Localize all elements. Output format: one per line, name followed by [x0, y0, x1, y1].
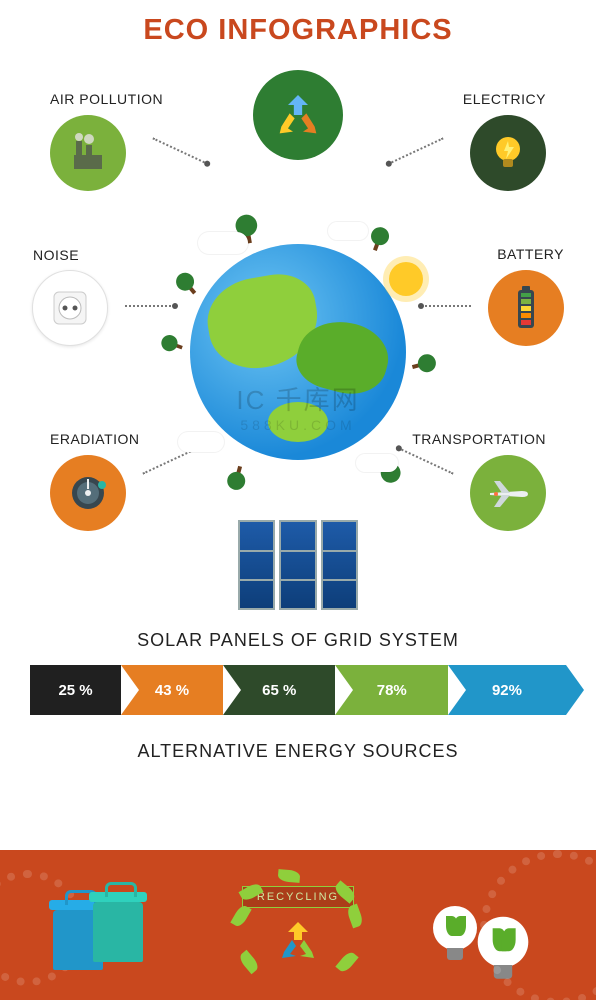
- plane-icon: [484, 473, 532, 513]
- badge-label: ELECTRICY: [463, 91, 546, 107]
- badge-label: BATTERY: [497, 246, 564, 262]
- badge-battery: BATTERY: [488, 270, 564, 346]
- footer-band: RECYCLING: [0, 850, 596, 1000]
- sun-icon: [389, 262, 423, 296]
- arrow-chart: 25 %43 %65 %78%92%: [30, 665, 566, 715]
- connector: [152, 137, 207, 164]
- alt-sources-label: ALTERNATIVE ENERGY SOURCES: [0, 741, 596, 762]
- recycling-wreath: RECYCLING: [228, 870, 368, 980]
- badge-noise: NOISE: [32, 270, 108, 346]
- arrow-segment: 78%: [335, 665, 448, 715]
- recycle-icon: [273, 90, 323, 140]
- badge-air-pollution: AIR POLLUTION: [50, 115, 126, 191]
- arrow-segment: 43 %: [121, 665, 223, 715]
- eco-bulbs-icon: [433, 880, 543, 970]
- factory-icon: [66, 131, 110, 175]
- badge-label: TRANSPORTATION: [412, 431, 546, 447]
- connector: [388, 137, 443, 164]
- globe: [168, 222, 428, 482]
- bulb-icon: [488, 133, 528, 173]
- solar-section-label: SOLAR PANELS OF GRID SYSTEM: [0, 630, 596, 651]
- meter-icon: [66, 471, 110, 515]
- socket-icon: [48, 286, 92, 330]
- arrow-segment: 25 %: [30, 665, 121, 715]
- page-title: ECO INFOGRAPHICS: [143, 14, 452, 47]
- connector: [421, 305, 471, 307]
- badge-eradiation: ERADIATION: [50, 455, 126, 531]
- battery-icon: [506, 284, 546, 332]
- badge-electricity: ELECTRICY: [470, 115, 546, 191]
- recycle-arrows-icon: [276, 918, 320, 962]
- badge-label: NOISE: [33, 247, 79, 263]
- badge-label: ERADIATION: [50, 431, 140, 447]
- badge-transportation: TRANSPORTATION: [470, 455, 546, 531]
- badge-label: AIR POLLUTION: [50, 91, 163, 107]
- solar-panel-icon: [238, 520, 358, 610]
- arrow-segment: 92%: [448, 665, 566, 715]
- radial-diagram: AIR POLLUTION ELECTRICY NOISE BATTERY ER…: [0, 60, 596, 590]
- arrow-segment: 65 %: [223, 665, 336, 715]
- header: ECO INFOGRAPHICS: [0, 0, 596, 60]
- recycle-top-badge: [253, 70, 343, 160]
- recycle-bins-icon: [53, 880, 163, 970]
